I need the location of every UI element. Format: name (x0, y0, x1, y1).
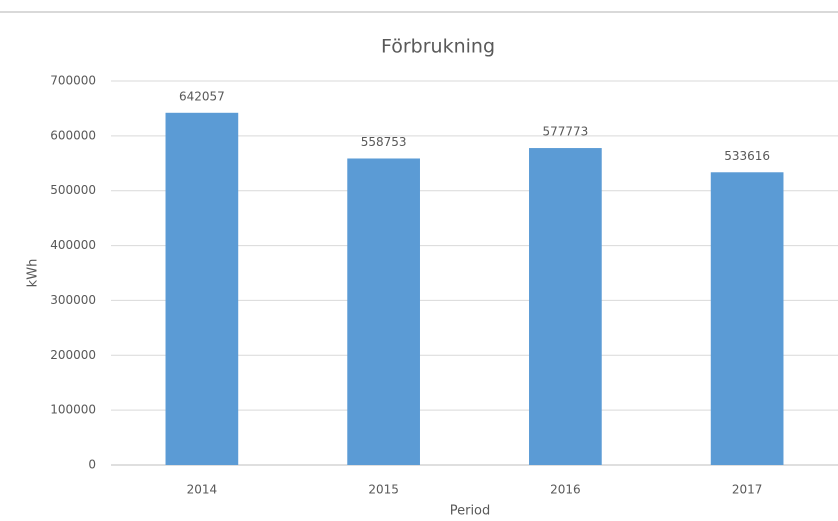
data-label: 558753 (361, 135, 407, 149)
x-axis-title: Period (450, 504, 491, 519)
y-tick-label: 300000 (50, 293, 96, 307)
y-tick-label: 200000 (50, 348, 96, 362)
bar (710, 172, 784, 466)
bar (165, 112, 239, 465)
x-tick-label: 2015 (368, 483, 399, 497)
y-tick-label: 700000 (50, 74, 96, 88)
y-tick-label: 100000 (50, 403, 96, 417)
chart-title: Förbrukning (381, 36, 495, 58)
data-label: 642057 (179, 89, 225, 103)
x-tick-label: 2016 (550, 483, 581, 497)
y-tick-label: 500000 (50, 183, 96, 197)
bar (529, 148, 602, 466)
x-tick-label: 2014 (187, 483, 218, 497)
y-tick-label: 400000 (50, 238, 96, 252)
y-tick-label: 600000 (50, 128, 96, 142)
data-label: 533616 (724, 149, 770, 163)
data-label: 577773 (542, 125, 588, 139)
bar (347, 158, 420, 465)
x-tick-label: 2017 (732, 483, 763, 497)
y-axis-title: kWh (26, 259, 41, 288)
y-tick-label: 0 (88, 458, 96, 472)
